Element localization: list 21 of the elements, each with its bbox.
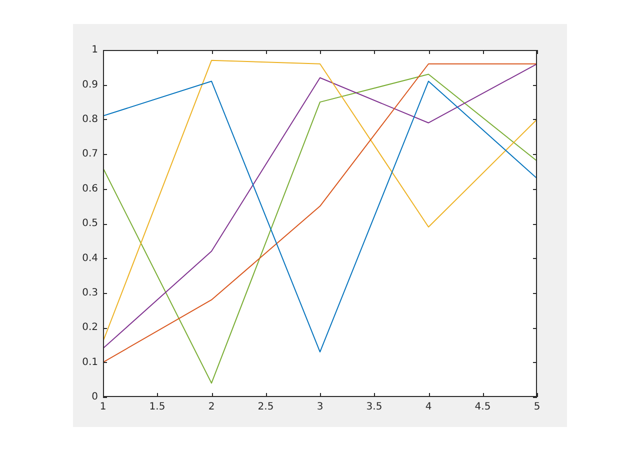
x-tick-label: 4 xyxy=(425,402,432,413)
x-tick-label: 1.5 xyxy=(149,402,166,413)
x-tick-label: 2 xyxy=(208,402,215,413)
x-tick-label: 4.5 xyxy=(474,402,491,413)
x-tick-label: 1 xyxy=(100,402,106,413)
x-tick-label: 3 xyxy=(316,402,324,413)
y-tick-label: 0.6 xyxy=(82,183,98,194)
y-tick-label: 0.9 xyxy=(82,79,98,90)
y-tick-label: 0.2 xyxy=(82,322,98,334)
y-tick-label: 0.4 xyxy=(82,252,98,264)
y-tick-label: 0.1 xyxy=(82,356,98,368)
x-tick-label: 5 xyxy=(534,402,540,413)
y-tick-label: 0.5 xyxy=(82,218,98,230)
x-tick-label: 3.5 xyxy=(366,402,382,413)
y-tick-label: 0.3 xyxy=(82,287,98,298)
figure-panel: 1 1.5 2 2.5 3 3.5 4 4.5 5 0 0.1 0.2 0.3 0.4 0.5 0.6 0.7 0.8 0.9 1 xyxy=(73,24,567,427)
y-tick-label: 1 xyxy=(92,44,98,56)
y-tick-label: 0.7 xyxy=(82,148,98,160)
y-tick-label: 0 xyxy=(92,392,98,403)
y-tick-label: 0.8 xyxy=(82,114,98,125)
x-tick-label: 2.5 xyxy=(258,402,274,413)
